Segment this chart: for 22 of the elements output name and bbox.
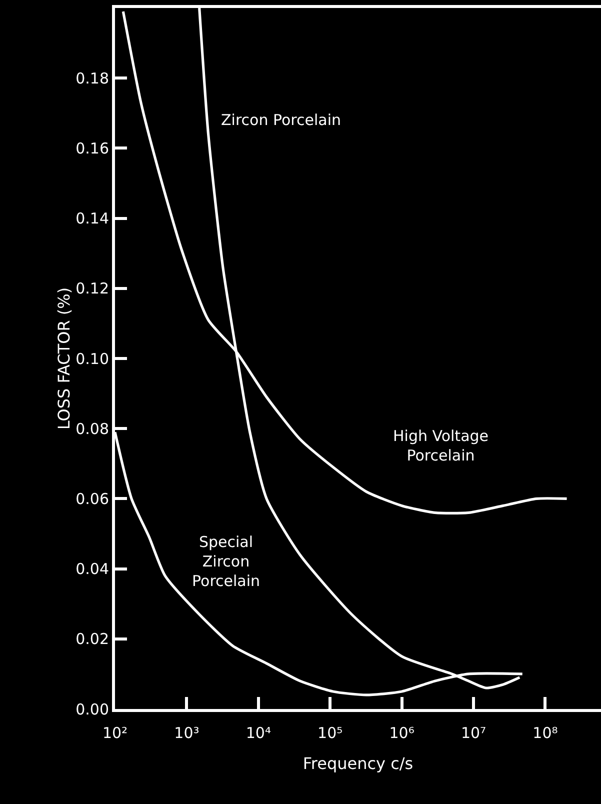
y-tick-label: 0.08	[76, 420, 109, 438]
y-tick-label: 0.06	[76, 490, 109, 508]
series-label: Zircon Porcelain	[221, 111, 342, 129]
y-tick-label: 0.04	[76, 560, 109, 578]
y-tick-label: 0.12	[76, 280, 109, 298]
x-tick-label: 10⁷	[460, 724, 486, 742]
y-tick-label: 0.14	[76, 210, 109, 228]
y-tick-label: 0.02	[76, 630, 109, 648]
y-tick-label: 0.16	[76, 139, 109, 158]
x-axis-title: Frequency c/s	[302, 754, 414, 773]
text: High Voltage Porcelain	[393, 427, 489, 464]
y-tick-label: 0.00	[76, 700, 109, 718]
y-axis-title: LOSS FACTOR (%)	[54, 287, 74, 430]
x-tick-label: 10⁸	[532, 724, 558, 742]
x-tick-label: 10²	[102, 724, 128, 742]
x-tick-label: 10⁴	[246, 724, 271, 742]
y-tick-label: 0.18	[76, 69, 109, 88]
x-tick-label: 10³	[174, 724, 200, 742]
x-tick-label: 10⁶	[389, 724, 414, 742]
series-label: Special Zircon Porcelain	[192, 533, 260, 590]
y-tick-label: 0.10	[76, 350, 109, 368]
x-tick-label: 10⁵	[318, 724, 343, 742]
